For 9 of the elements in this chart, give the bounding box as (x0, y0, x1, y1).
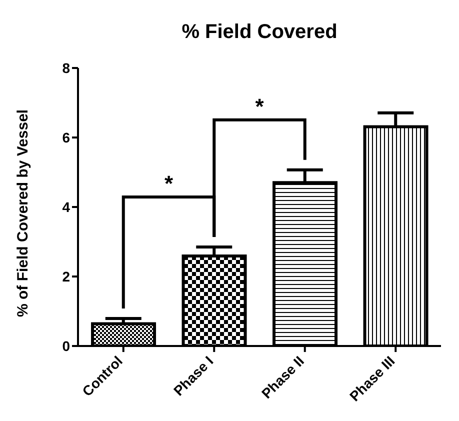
annotation: * (164, 170, 174, 196)
y-tick-label: 6 (62, 129, 70, 146)
chart-title: % Field Covered (182, 21, 338, 43)
annotation: * (255, 94, 264, 119)
y-tick-label: 2 (62, 268, 70, 284)
y-tick-label: 8 (62, 60, 70, 76)
y-tick-label: 4 (62, 198, 70, 215)
y-axis-title: % of Field Covered by Vessel (14, 109, 32, 317)
y-tick-label: 0 (62, 338, 70, 354)
